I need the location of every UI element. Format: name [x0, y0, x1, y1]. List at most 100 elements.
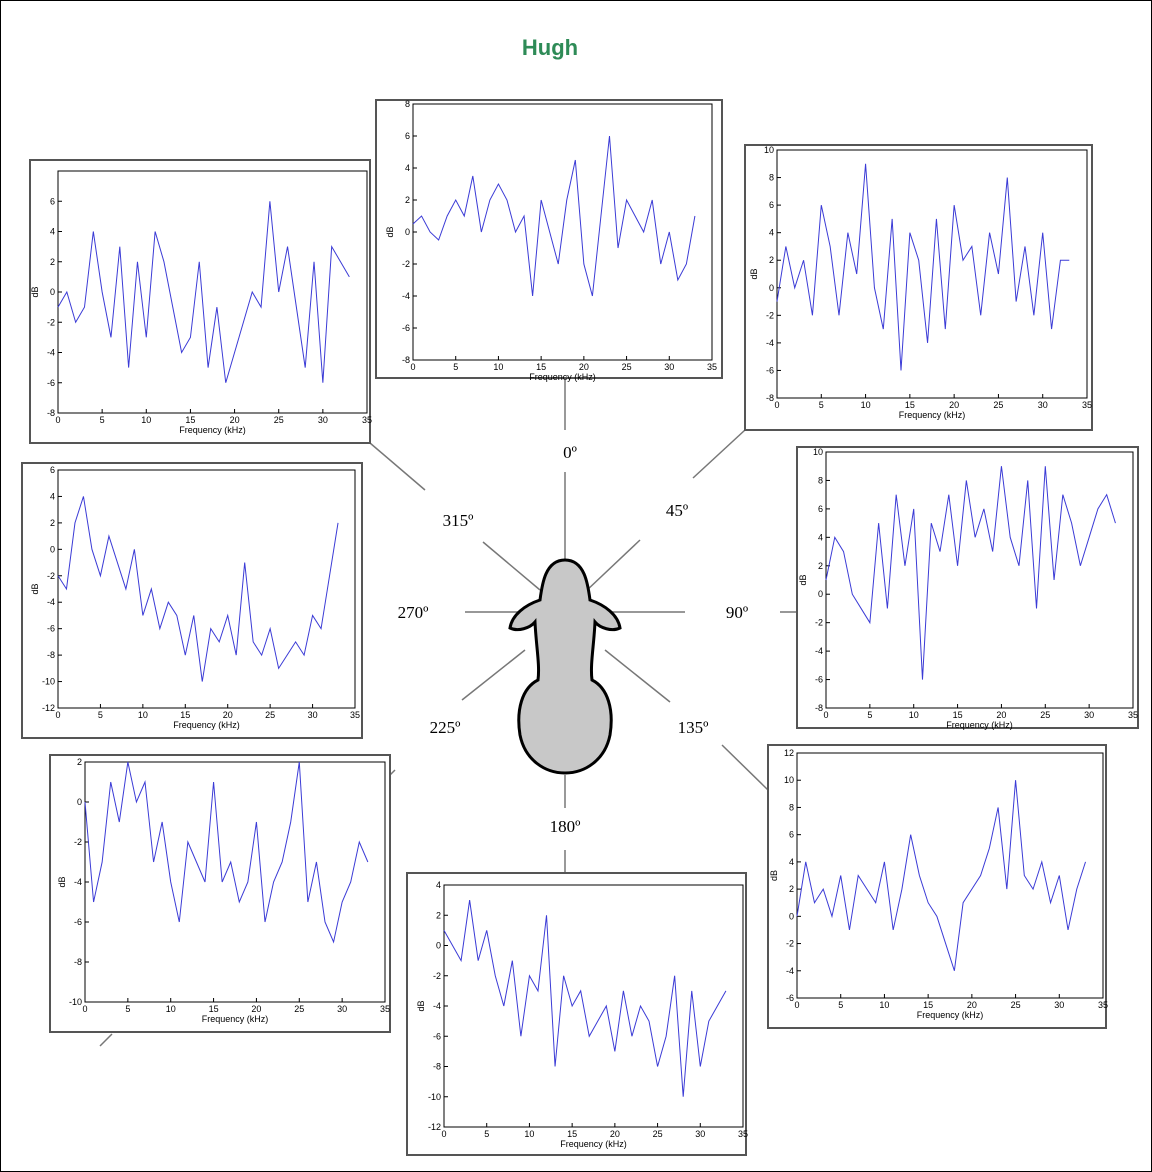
x-tick-label: 25 [274, 415, 284, 425]
y-axis-label: dB [749, 268, 759, 279]
y-tick-label: -2 [815, 618, 823, 628]
figure-title: Hugh [522, 35, 578, 60]
y-tick-label: -10 [428, 1092, 441, 1102]
x-tick-label: 15 [923, 1000, 933, 1010]
line [443, 900, 727, 1097]
y-tick-label: 0 [818, 589, 823, 599]
y-axis-label: dB [769, 870, 779, 881]
y-axis-label: dB [385, 226, 395, 237]
y-tick-label: -2 [47, 317, 55, 327]
x-tick-label: 10 [909, 710, 919, 720]
x-tick-label: 35 [707, 362, 717, 372]
x-tick-label: 25 [1040, 710, 1050, 720]
line [57, 496, 339, 682]
chart: 0 5 10 15 20 25 30 35 -6 -4 -2 0 2 4 6 8 10 12 Frequency (… [767, 744, 1108, 1029]
ray [584, 539, 641, 593]
x-tick-label: 10 [879, 1000, 889, 1010]
line [412, 135, 696, 297]
chart: 0 5 10 15 20 25 30 35 -10 -8 -6 -4 -2 0 2 Frequency (kH… [49, 754, 391, 1033]
y-tick-label: -6 [433, 1031, 441, 1041]
y-tick-label: -4 [74, 877, 82, 887]
angle-label: 315º [443, 511, 474, 530]
x-tick-label: 30 [664, 362, 674, 372]
y-tick-label: 0 [405, 227, 410, 237]
x-tick-label: 25 [653, 1129, 663, 1139]
x-tick-label: 10 [493, 362, 503, 372]
chart: 0 5 10 15 20 25 30 35 -8 -6 -4 -2 0 2 4 6 8 Frequency (kH… [375, 99, 723, 382]
chart: 0 5 10 15 20 25 30 35 -12 -10 -8 -6 -4 -2 0 2 4 Frequency… [406, 872, 748, 1156]
x-tick-label: 0 [55, 415, 60, 425]
y-tick-label: 4 [789, 857, 794, 867]
y-tick-label: 0 [789, 911, 794, 921]
y-tick-label: -8 [47, 408, 55, 418]
y-tick-label: -6 [402, 323, 410, 333]
x-tick-label: 25 [265, 710, 275, 720]
x-tick-label: 15 [567, 1129, 577, 1139]
x-tick-label: 0 [823, 710, 828, 720]
x-tick-label: 30 [318, 415, 328, 425]
y-tick-label: 2 [789, 884, 794, 894]
ray [692, 429, 746, 479]
y-tick-label: 2 [77, 757, 82, 767]
y-tick-label: 10 [813, 447, 823, 457]
x-tick-label: 30 [695, 1129, 705, 1139]
y-tick-label: 6 [50, 196, 55, 206]
x-tick-label: 20 [223, 710, 233, 720]
line [84, 761, 369, 944]
x-tick-label: 20 [230, 415, 240, 425]
plot-area [796, 752, 1104, 999]
y-tick-label: -6 [786, 993, 794, 1003]
x-tick-label: 5 [453, 362, 458, 372]
x-tick-label: 25 [993, 400, 1003, 410]
y-tick-label: 2 [769, 255, 774, 265]
y-tick-label: -2 [402, 259, 410, 269]
plot-area [57, 170, 368, 414]
y-tick-label: -8 [402, 355, 410, 365]
x-tick-label: 25 [622, 362, 632, 372]
x-tick-label: 30 [1054, 1000, 1064, 1010]
angle-label: 180º [550, 817, 581, 836]
y-tick-label: 2 [50, 518, 55, 528]
x-tick-label: 30 [1084, 710, 1094, 720]
y-tick-label: 4 [50, 227, 55, 237]
y-tick-label: 2 [436, 910, 441, 920]
y-tick-label: 2 [405, 195, 410, 205]
x-tick-label: 0 [410, 362, 415, 372]
ray [721, 744, 769, 791]
y-tick-label: -2 [47, 571, 55, 581]
x-tick-label: 20 [996, 710, 1006, 720]
y-tick-label: 6 [789, 830, 794, 840]
y-tick-label: 4 [50, 491, 55, 501]
x-tick-label: 0 [55, 710, 60, 720]
y-tick-label: -6 [47, 624, 55, 634]
y-tick-label: -4 [815, 646, 823, 656]
y-tick-label: 6 [50, 465, 55, 475]
x-tick-label: 0 [82, 1004, 87, 1014]
x-tick-label: 15 [185, 415, 195, 425]
x-axis-label: Frequency (kHz) [917, 1010, 984, 1020]
y-tick-label: -6 [74, 917, 82, 927]
chart: 0 5 10 15 20 25 30 35 -8 -6 -4 -2 0 2 4 6 8 10 Frequency (… [796, 446, 1139, 730]
x-tick-label: 15 [536, 362, 546, 372]
chart: 0 5 10 15 20 25 30 35 -8 -6 -4 -2 0 2 4 6 Frequency (kHz… [29, 159, 372, 444]
y-tick-label: -12 [42, 703, 55, 713]
y-tick-label: 8 [789, 802, 794, 812]
x-tick-label: 5 [867, 710, 872, 720]
x-tick-label: 25 [1011, 1000, 1021, 1010]
x-tick-label: 0 [774, 400, 779, 410]
y-tick-label: 10 [784, 775, 794, 785]
y-tick-label: 8 [405, 99, 410, 109]
y-tick-label: -8 [766, 393, 774, 403]
angle-label: 45º [666, 501, 688, 520]
y-tick-label: 2 [50, 257, 55, 267]
y-tick-label: -6 [766, 365, 774, 375]
y-tick-label: -6 [47, 378, 55, 388]
x-tick-label: 10 [138, 710, 148, 720]
x-tick-label: 5 [125, 1004, 130, 1014]
line [796, 780, 1086, 971]
y-tick-label: 2 [818, 561, 823, 571]
y-tick-label: 6 [818, 504, 823, 514]
y-tick-label: -12 [428, 1122, 441, 1132]
y-tick-label: 4 [818, 532, 823, 542]
